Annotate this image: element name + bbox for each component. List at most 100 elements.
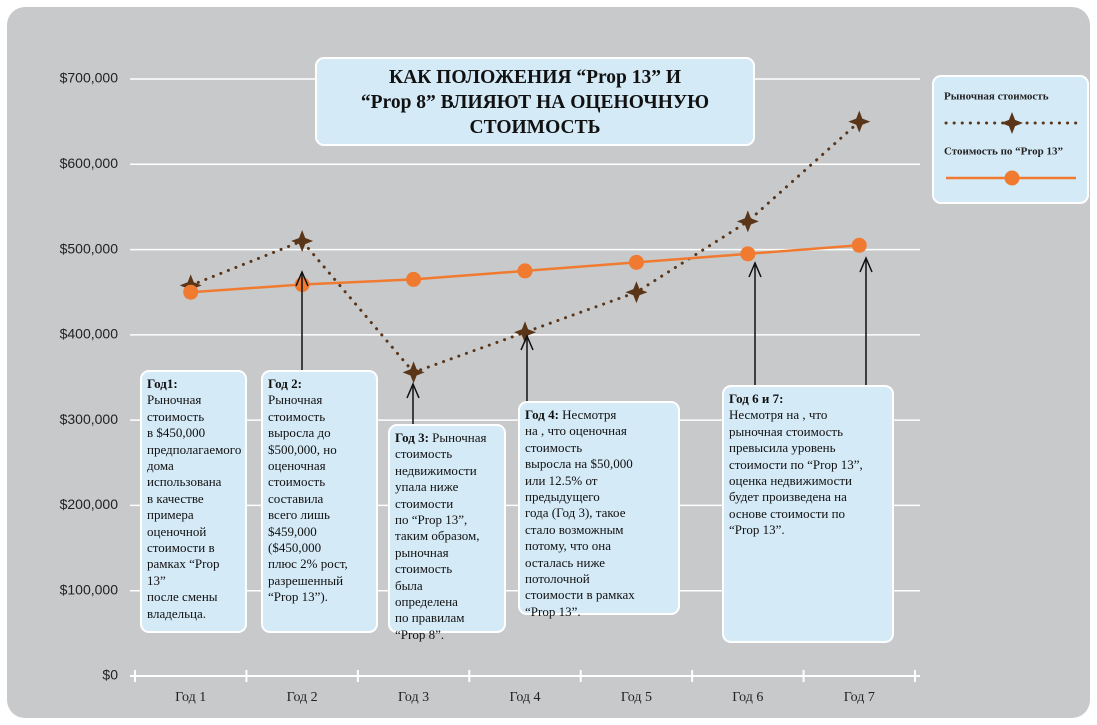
annotation-text: таким образом, [395, 528, 480, 544]
annotation-label: Год 4: [525, 407, 559, 422]
annotation-line: стоимость [395, 561, 499, 577]
annotation-line: стоимость [268, 409, 371, 425]
annotation-line: или 12.5% от [525, 473, 673, 489]
annotation-line: года (Год 3), такое [525, 505, 673, 521]
annotation-line: рыночная стоимость [729, 424, 887, 440]
annotation-line: владельца. [147, 606, 240, 622]
annotation-line: выросла на $50,000 [525, 456, 673, 472]
arrow-head [748, 261, 762, 278]
annotation-line: $459,000 [268, 524, 371, 540]
annotation-text: рыночная стоимость [729, 423, 844, 439]
annotation-text: $500,000, но [268, 441, 337, 457]
annotation-line: после смены [147, 589, 240, 605]
annotation: Год 4: Несмотря на , что оценочная стоимос… [518, 401, 680, 619]
x-tick-label: Год 2 [287, 690, 318, 705]
legend-label: Стоимость по “Prop 13” [944, 146, 1063, 158]
title-box: КАК ПОЛОЖЕНИЯ “Prop 13” И “Prop 8” ВЛИЯЮТ… [315, 57, 755, 146]
annotation-text: плюс 2% рост, [268, 556, 348, 572]
annotation-text: Рыночная [147, 392, 202, 408]
annotation-text: потолочной [525, 571, 590, 587]
circle-marker [851, 237, 867, 253]
annotation-line: стоимость [268, 474, 371, 490]
circle-marker [628, 254, 644, 270]
circle-marker [1004, 170, 1020, 186]
annotation-label: Год 6 и 7: [729, 391, 784, 406]
annotation-text: “Prop 8”. [395, 626, 445, 642]
annotation-text: предполагаемого [147, 441, 242, 457]
annotation-text: стоимости в рамках [525, 587, 635, 603]
annotation-line: будет произведена на [729, 489, 887, 505]
annotation-line: Год 3: Рыночная [395, 430, 499, 446]
annotation-line: Рыночная [147, 392, 240, 408]
star-marker [848, 110, 871, 133]
x-tick-label: Год 3 [398, 690, 429, 705]
annotation-text: оценочная [268, 458, 326, 474]
annotation-text: основе стоимости по [729, 505, 846, 521]
annotation-line: оценочной [147, 524, 240, 540]
annotation-title-line: Год 6 и 7: [729, 391, 887, 407]
chart-title: СТОИМОСТЬ [469, 117, 601, 138]
annotation-line: ($450,000 [268, 540, 371, 556]
y-tick-label: $600,000 [60, 155, 119, 171]
annotation-text: стало возможным [525, 521, 624, 537]
annotation-line: предполагаемого [147, 441, 242, 458]
annotation-line: стоимость [525, 440, 673, 456]
annotation: Год 2: Рыночная стоимость выросла до $500,00… [261, 370, 378, 633]
annotation-line: рыночная [395, 545, 499, 561]
annotation-text: стоимость [268, 408, 326, 424]
annotation-text: ($450,000 [268, 540, 322, 556]
y-tick-label: $500,000 [60, 240, 119, 256]
annotation-line: рамках “Prop 13” [147, 556, 240, 589]
annotation-text: выросла до [268, 425, 331, 441]
annotation-line: в $450,000 [147, 425, 240, 441]
annotation-label: Год 2: [268, 376, 302, 391]
annotation-line: стоимости в рамках [525, 587, 673, 603]
star-marker [1001, 112, 1023, 134]
annotation-line: таким образом, [395, 528, 499, 544]
annotation-text: разрешенный [268, 572, 344, 588]
annotation-line: стоимости по “Prop 13”, [729, 457, 887, 473]
annotation-line: Год 4: Несмотря [525, 407, 673, 423]
annotation-text: стоимость [147, 408, 205, 424]
annotation-line: плюс 2% рост, [268, 556, 371, 572]
annotation-text: оценочной [147, 523, 207, 539]
arrow-head [520, 334, 534, 351]
annotation-line: разрешенный [268, 573, 371, 589]
chart-title: “Prop 8” ВЛИЯЮТ НА ОЦЕНОЧНУЮ [360, 92, 710, 113]
annotation-text: дома [147, 458, 174, 474]
annotation-text: была [395, 577, 423, 593]
annotation-text: всего лишь [268, 507, 330, 523]
y-tick-label: $100,000 [60, 581, 119, 597]
annotation-text: будет произведена на [729, 489, 847, 505]
annotation-text: в качестве [147, 490, 204, 506]
annotation-text: стоимости [395, 495, 454, 511]
annotation-line: Несмотря на , что [729, 407, 887, 423]
annotation-line: в качестве [147, 491, 240, 507]
circle-marker [517, 263, 533, 279]
legend: Рыночная стоимость Стоимость по “Prop 13” [932, 75, 1089, 204]
annotation-text: предыдущего [525, 489, 600, 505]
star-marker [736, 210, 759, 233]
annotation-text: Несмотря на , что [729, 407, 828, 423]
annotation-text: оценка недвижимости [729, 473, 852, 489]
annotation-text: владельца. [147, 605, 207, 621]
annotation-line: “Prop 8”. [395, 627, 499, 643]
y-tick-label: $700,000 [60, 70, 119, 86]
arrow-head [295, 270, 309, 287]
annotation-text: стоимость [395, 561, 453, 577]
annotation-line: оценочная [268, 458, 371, 474]
circle-marker [406, 271, 422, 287]
annotation-text: $459,000 [268, 523, 317, 539]
arrow-head [859, 256, 873, 273]
annotation-line: потому, что она [525, 538, 673, 554]
x-tick-label: Год 7 [844, 690, 875, 705]
star-marker [402, 361, 425, 384]
annotation-title-line: Год1: [147, 376, 240, 392]
annotation-text: потому, что она [525, 538, 611, 554]
annotation-text: определена [395, 594, 458, 610]
x-tick-label: Год 1 [175, 690, 206, 705]
annotation-text: в $450,000 [147, 425, 206, 441]
legend-label: Рыночная стоимость [944, 91, 1049, 103]
annotation-line: осталась ниже [525, 555, 673, 571]
annotation-line: дома [147, 458, 240, 474]
